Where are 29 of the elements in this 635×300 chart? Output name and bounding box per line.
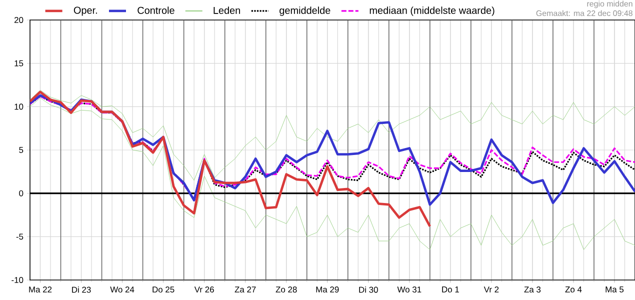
x-tick-label: Vr 2	[484, 286, 499, 292]
y-tick-label: 5	[19, 147, 24, 153]
x-tick-label: Za 27	[234, 286, 256, 292]
x-tick-label: Do 1	[442, 286, 459, 292]
y-tick-label: 20	[14, 17, 24, 23]
legend-label: Leden	[214, 6, 240, 14]
legend-label: Oper.	[74, 6, 97, 16]
x-tick-label: Vr 26	[194, 286, 214, 292]
y-tick-label: 10	[14, 104, 24, 110]
x-tick-label: Di 30	[359, 286, 378, 293]
x-tick-label: Ma 29	[316, 286, 339, 292]
legend-label: gemiddelde	[280, 6, 330, 16]
x-tick-label: Zo 28	[276, 286, 297, 292]
x-tick-label: Di 23	[72, 286, 91, 293]
y-tick-label: -5	[16, 234, 24, 240]
x-tick-label: Wo 31	[397, 286, 422, 292]
x-tick-label: Ma 22	[29, 286, 52, 292]
legend-label: Controle	[138, 6, 174, 14]
x-tick-label: Za 3	[524, 286, 541, 292]
y-tick-label: -10	[12, 277, 24, 283]
x-tick-label: Do 25	[152, 286, 174, 292]
y-tick-label: 0	[19, 190, 24, 196]
x-tick-label: Ma 5	[606, 286, 624, 292]
legend-label: mediaan (middelste waarde)	[370, 6, 494, 16]
line-series	[30, 90, 432, 228]
line-series	[30, 90, 635, 181]
y-tick-label: 15	[14, 60, 24, 66]
x-tick-label: Wo 24	[110, 286, 134, 292]
x-tick-label: Zo 4	[565, 286, 582, 292]
